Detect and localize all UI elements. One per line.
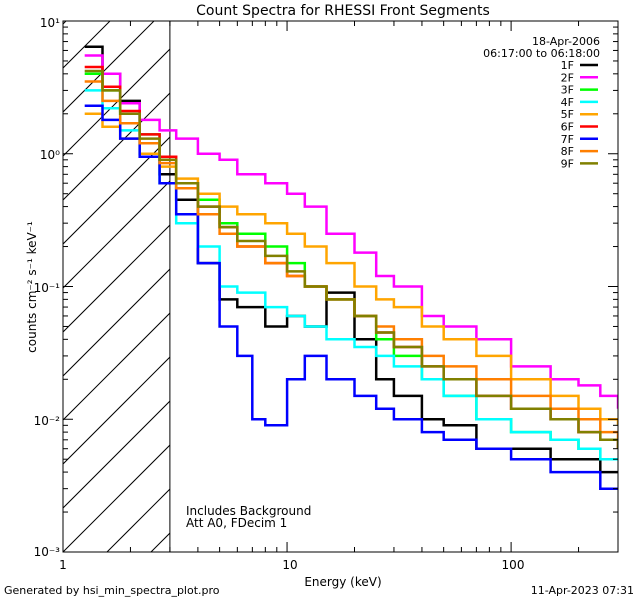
hatch-line xyxy=(63,312,170,421)
hatch-line xyxy=(63,356,170,465)
x-axis-label: Energy (keV) xyxy=(304,575,381,589)
hatch-line xyxy=(591,0,640,552)
series-9f xyxy=(84,69,618,449)
legend-label-1f: 1F xyxy=(561,59,574,72)
axis-ticks xyxy=(62,20,619,553)
series-2f xyxy=(84,54,618,409)
hatch-line xyxy=(63,400,170,509)
x-tick-label-100: 100 xyxy=(502,558,525,572)
legend-label-4f: 4F xyxy=(561,96,574,109)
y-tick-label-1: 10⁰ xyxy=(40,148,60,162)
hatch-line xyxy=(63,136,170,245)
legend-label-7f: 7F xyxy=(561,133,574,146)
series-layer xyxy=(84,45,618,490)
hatch-line xyxy=(635,0,640,552)
hatch-line xyxy=(415,0,640,552)
hatch-line xyxy=(327,0,640,552)
legend-label-6f: 6F xyxy=(561,121,574,134)
footer-generated-by: Generated by hsi_min_spectra_plot.pro xyxy=(4,584,220,597)
hatch-line xyxy=(63,21,111,69)
hatch-line xyxy=(63,21,67,25)
legend-label-3f: 3F xyxy=(561,84,574,97)
date-label: 18-Apr-2006 xyxy=(532,35,600,48)
legend-label-2f: 2F xyxy=(561,71,574,84)
x-tick-label-1: 1 xyxy=(59,558,67,572)
series-8f xyxy=(84,80,618,440)
y-tick-label-0.1: 10⁻¹ xyxy=(34,281,61,295)
series-7f xyxy=(84,104,618,490)
time-range-label: 06:17:00 to 06:18:00 xyxy=(483,47,600,60)
legend-label-5f: 5F xyxy=(561,108,574,121)
hatch-line xyxy=(63,21,155,113)
annotation-background: Includes Background xyxy=(186,504,311,518)
background-hatch-region xyxy=(63,0,640,552)
hatch-line xyxy=(63,180,170,289)
annotation-attenuator: Att A0, FDecim 1 xyxy=(186,516,287,530)
y-tick-label-0.001: 10⁻³ xyxy=(34,545,61,559)
footer-timestamp: 11-Apr-2023 07:31 xyxy=(531,584,634,597)
hatch-line xyxy=(63,48,170,157)
series-6f xyxy=(84,65,618,449)
hatch-line xyxy=(63,224,170,333)
legend-label-9f: 9F xyxy=(561,157,574,170)
hatch-line xyxy=(63,444,170,552)
y-axis-label: counts cm⁻² s⁻¹ keV⁻¹ xyxy=(25,221,39,353)
x-tick-label-10: 10 xyxy=(282,558,297,572)
chart-title: Count Spectra for RHESSI Front Segments xyxy=(196,3,490,19)
legend-label-8f: 8F xyxy=(561,145,574,158)
hatch-line xyxy=(63,268,170,377)
y-tick-label-0.01: 10⁻² xyxy=(34,414,61,428)
plot-frame xyxy=(62,20,619,553)
y-tick-label-10: 10¹ xyxy=(40,16,60,30)
hatch-line xyxy=(283,0,640,552)
